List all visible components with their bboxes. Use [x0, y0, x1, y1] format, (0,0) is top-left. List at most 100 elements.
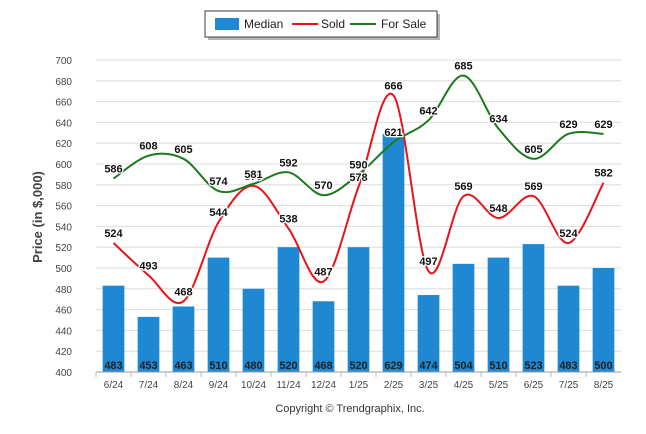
point-label-for-sale: 685 — [454, 61, 472, 73]
bar-median — [137, 316, 160, 372]
point-label-for-sale: 621 — [384, 127, 402, 139]
legend-label-sold: Sold — [321, 17, 345, 31]
point-label-for-sale: 592 — [279, 157, 297, 169]
point-label-sold: 544 — [209, 207, 228, 219]
x-tick-label: 5/25 — [489, 380, 509, 391]
x-tick-label: 11/24 — [276, 380, 301, 391]
bar-median — [417, 295, 440, 372]
bar-value-label: 468 — [314, 360, 332, 372]
y-tick-label: 580 — [55, 181, 72, 192]
point-label-sold: 468 — [174, 286, 192, 298]
bar-value-label: 629 — [384, 360, 402, 372]
bar-value-label: 453 — [139, 360, 157, 372]
point-label-sold: 524 — [559, 228, 578, 240]
line-sold — [112, 92, 605, 305]
x-tick-label: 10/24 — [241, 380, 266, 391]
point-label-sold: 524 — [104, 228, 123, 240]
point-label-for-sale: 629 — [594, 119, 612, 131]
bar-value-label: 510 — [489, 360, 507, 372]
point-label-for-sale: 586 — [104, 164, 122, 176]
x-tick-label: 7/25 — [559, 380, 579, 391]
bar-value-label: 504 — [454, 360, 473, 372]
point-label-sold: 569 — [524, 181, 542, 193]
bar-layer — [102, 133, 615, 372]
point-label-for-sale: 581 — [244, 169, 262, 181]
y-tick-label: 700 — [55, 56, 72, 67]
bar-median — [172, 306, 195, 372]
x-tick-label: 2/25 — [384, 380, 404, 391]
y-tick-label: 600 — [55, 160, 72, 171]
point-label-sold: 578 — [349, 172, 367, 184]
legend-frame — [204, 10, 438, 38]
y-tick-label: 660 — [55, 98, 72, 109]
point-label-sold: 569 — [454, 181, 472, 193]
point-label-for-sale: 634 — [489, 114, 508, 126]
bar-value-label: 483 — [104, 360, 122, 372]
point-label-for-sale: 570 — [314, 180, 332, 192]
point-label-sold: 548 — [489, 203, 507, 215]
line-for-sale — [112, 74, 604, 197]
y-tick-label: 540 — [55, 222, 72, 233]
bar-value-label: 463 — [174, 360, 192, 372]
point-label-for-sale: 605 — [524, 144, 542, 156]
bar-median — [592, 268, 615, 372]
axis-layer: 400 420 440 460 480 500 520 540 560 580 600 620 640 6… — [55, 56, 621, 391]
point-label-sold: 579 — [244, 171, 262, 183]
point-label-for-sale: 590 — [349, 159, 367, 171]
x-tick-label: 3/25 — [419, 380, 439, 391]
x-tick-label: 7/24 — [139, 380, 159, 391]
bar-value-label: 520 — [279, 360, 297, 372]
y-tick-label: 440 — [55, 326, 72, 337]
legend-swatch-median — [215, 18, 239, 30]
y-tick-label: 560 — [55, 202, 72, 213]
point-label-sold: 666 — [384, 80, 402, 92]
bar-median — [452, 263, 475, 372]
bar-median — [557, 285, 580, 372]
legend-label-median: Median — [244, 17, 283, 31]
bar-median — [487, 257, 510, 372]
x-tick-label: 4/25 — [454, 380, 474, 391]
point-label-for-sale: 605 — [174, 144, 192, 156]
x-tick-label: 6/25 — [524, 380, 544, 391]
bar-median — [522, 244, 545, 372]
point-label-for-sale: 574 — [209, 176, 228, 188]
point-label-sold: 487 — [314, 267, 332, 279]
legend-items: Median Sold For Sale — [215, 17, 427, 31]
line-layer — [112, 74, 605, 305]
bar-median — [207, 257, 230, 372]
point-label-for-sale: 629 — [559, 119, 577, 131]
point-label-sold: 538 — [279, 213, 297, 225]
point-label-for-sale: 642 — [419, 105, 437, 117]
y-tick-label: 640 — [55, 118, 72, 129]
bar-value-label: 520 — [349, 360, 367, 372]
y-tick-label: 500 — [55, 264, 72, 275]
point-label-for-sale: 608 — [139, 141, 157, 153]
bar-median — [382, 133, 405, 372]
chart-legend: Median Sold For Sale — [204, 10, 440, 40]
label-layer: 483 453 463 510 480 520 468 520 629 474 504 510 523 4… — [103, 59, 614, 372]
y-tick-label: 400 — [55, 368, 72, 379]
bar-value-label: 510 — [209, 360, 227, 372]
legend-label-for-sale: For Sale — [381, 17, 427, 31]
x-tick-label: 1/25 — [349, 380, 369, 391]
bar-median — [242, 288, 265, 372]
bar-value-label: 483 — [559, 360, 577, 372]
y-axis-label: Price (in $,000) — [30, 171, 45, 263]
y-tick-label: 620 — [55, 139, 72, 150]
point-label-sold: 582 — [594, 168, 612, 180]
y-tick-label: 680 — [55, 77, 72, 88]
bar-value-label: 523 — [524, 360, 542, 372]
point-label-sold: 497 — [419, 256, 437, 268]
x-tick-label: 8/24 — [174, 380, 194, 391]
x-tick-label: 9/24 — [209, 380, 229, 391]
y-tick-label: 520 — [55, 243, 72, 254]
bar-value-label: 480 — [244, 360, 262, 372]
y-tick-label: 460 — [55, 306, 72, 317]
x-tick-label: 6/24 — [104, 380, 124, 391]
x-tick-label: 12/24 — [311, 380, 336, 391]
bar-value-label: 474 — [419, 360, 438, 372]
bar-median — [312, 301, 335, 372]
bar-median — [102, 285, 125, 372]
